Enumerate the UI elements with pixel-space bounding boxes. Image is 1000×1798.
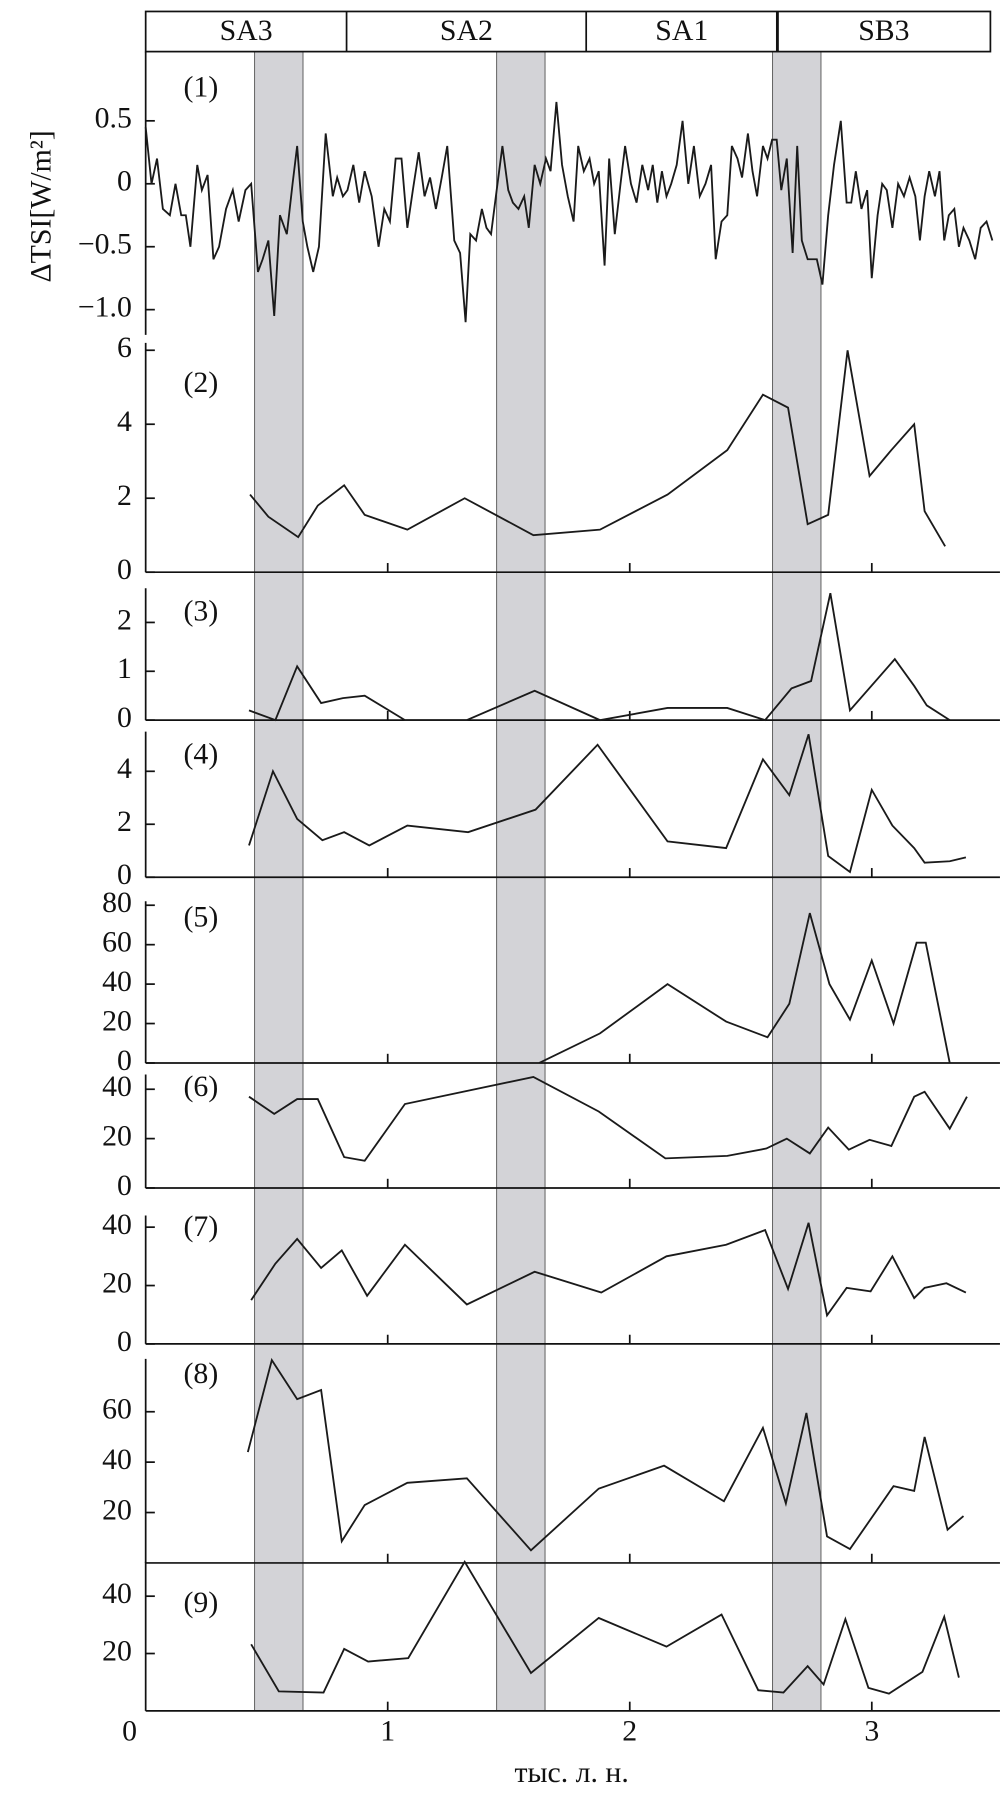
data-line [248,592,951,722]
period-label: SA1 [655,14,708,47]
panel-label: (8) [184,1357,219,1390]
data-line [250,1222,967,1318]
y-tick-label: 0.5 [95,102,132,135]
x-axis-label: тыс. л. н. [515,1756,629,1789]
y-tick-label: 20 [102,1004,132,1037]
y-tick-label: 1 [117,652,132,685]
y-tick-label: 0 [117,858,132,891]
y-tick-label: 0 [117,1169,132,1202]
y-tick-label: 40 [102,1070,132,1103]
y-tick-label: 0 [117,553,132,586]
y-tick-label: 6 [117,331,132,364]
y-tick-label: 60 [102,1393,132,1426]
period-label: SA3 [220,14,273,47]
panel-label: (3) [184,594,219,627]
y-tick-label: 2 [117,479,132,512]
data-line [248,733,967,874]
y-tick-label: 60 [102,926,132,959]
period-bar [144,10,992,53]
y-tick-label: 4 [117,405,132,438]
y-tick-label: 20 [102,1266,132,1299]
y-tick-label: 40 [102,1208,132,1241]
y-axis-label: ΔTSI[W/m²] [24,130,57,282]
y-tick-label: 0 [117,1044,132,1077]
panel-label: (9) [184,1586,219,1619]
panel-label: (2) [184,366,219,399]
y-tick-label: 0 [117,165,132,198]
data-line [250,1559,960,1695]
data-line [246,1357,965,1552]
data-line [538,912,951,1064]
shaded-interval [496,51,546,1712]
y-tick-label: 4 [117,752,132,785]
y-tick-label: 40 [102,1577,132,1610]
x-tick-label: 3 [864,1715,879,1748]
panel-label: (1) [184,70,219,103]
y-tick-label: 40 [102,1443,132,1476]
panel-label: (7) [184,1210,219,1243]
y-tick-label: 0 [117,1325,132,1358]
y-tick-label: 20 [102,1493,132,1526]
y-tick-label: 2 [117,603,132,636]
y-tick-label: 80 [102,886,132,919]
x-tick-label: 0 [122,1715,137,1748]
data-line [144,101,994,323]
y-tick-label: −1.0 [78,290,132,323]
shaded-interval [772,51,822,1712]
y-tick-label: 20 [102,1119,132,1152]
shaded-interval [254,51,304,1712]
y-tick-label: 20 [102,1634,132,1667]
panel-label: (4) [184,738,219,771]
panel-label: (6) [184,1070,219,1103]
period-label: SB3 [858,14,909,47]
data-line [249,350,946,547]
y-tick-label: 2 [117,805,132,838]
y-tick-label: −0.5 [78,228,132,261]
period-label: SA2 [440,14,493,47]
data-line [248,1075,968,1162]
x-tick-label: 1 [380,1715,395,1748]
y-tick-label: 40 [102,965,132,998]
x-tick-label: 2 [622,1715,637,1748]
y-tick-label: 0 [117,701,132,734]
panel-label: (5) [184,900,219,933]
